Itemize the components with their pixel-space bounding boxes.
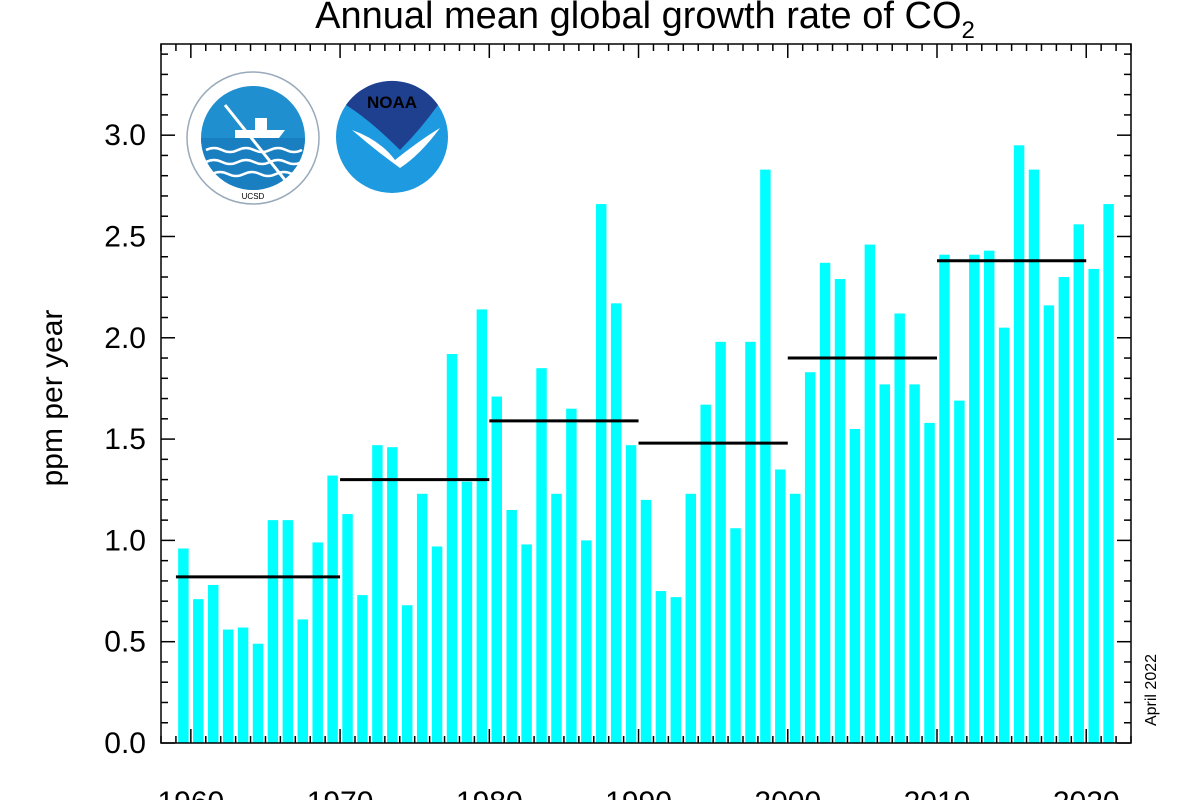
bar-1966 bbox=[282, 520, 294, 743]
bar-2008 bbox=[909, 384, 920, 743]
bar-1980 bbox=[491, 396, 502, 743]
noaa-logo: NOAA bbox=[336, 80, 448, 193]
noaa-logo-text: NOAA bbox=[367, 93, 417, 112]
date-annotation: April 2022 bbox=[1143, 654, 1160, 726]
x-tick-label: 2000 bbox=[754, 786, 821, 800]
y-tick-label: 3.0 bbox=[104, 119, 146, 152]
bar-2017 bbox=[1043, 305, 1055, 743]
bar-2003 bbox=[834, 279, 846, 743]
bar-2004 bbox=[849, 428, 861, 743]
bar-2020 bbox=[1088, 268, 1099, 743]
bar-1996 bbox=[730, 528, 741, 743]
bar-2019 bbox=[1073, 224, 1084, 744]
bar-1990 bbox=[640, 499, 652, 743]
bar-2001 bbox=[804, 372, 816, 743]
bar-1977 bbox=[446, 353, 458, 743]
bar-1983 bbox=[536, 368, 547, 743]
x-tick-label: 1980 bbox=[456, 786, 523, 800]
y-tick-label: 2.5 bbox=[104, 220, 146, 253]
bar-1973 bbox=[387, 447, 398, 743]
bar-1971 bbox=[357, 595, 368, 743]
bar-1999 bbox=[775, 469, 786, 743]
bar-1984 bbox=[551, 493, 562, 743]
bar-1982 bbox=[521, 544, 532, 743]
bar-1969 bbox=[327, 475, 338, 743]
y-tick-label: 0.5 bbox=[104, 626, 146, 659]
bar-2013 bbox=[984, 250, 995, 743]
bar-1992 bbox=[670, 597, 682, 743]
bar-1987 bbox=[596, 204, 607, 744]
bar-2006 bbox=[879, 384, 890, 743]
bar-2011 bbox=[954, 400, 965, 743]
bar-1961 bbox=[208, 584, 219, 743]
bar-1975 bbox=[416, 493, 428, 743]
scripps-logo: UCSD bbox=[186, 71, 320, 205]
bar-1970 bbox=[342, 514, 353, 743]
x-tick-label: 1990 bbox=[605, 786, 672, 800]
bar-2021 bbox=[1103, 204, 1114, 744]
y-tick-label: 1.0 bbox=[104, 524, 146, 557]
x-tick-label: 2010 bbox=[904, 786, 971, 800]
bar-1998 bbox=[760, 169, 771, 744]
bar-1976 bbox=[431, 546, 443, 743]
bar-2014 bbox=[998, 327, 1010, 743]
x-tick-label: 2020 bbox=[1053, 786, 1120, 800]
bar-2012 bbox=[969, 254, 980, 743]
bar-1986 bbox=[581, 540, 592, 743]
bar-2016 bbox=[1028, 169, 1040, 744]
y-tick-label: 1.5 bbox=[104, 423, 146, 456]
bar-1991 bbox=[655, 591, 667, 743]
bar-1960 bbox=[193, 599, 204, 743]
x-tick-label: 1960 bbox=[157, 786, 224, 800]
bar-1963 bbox=[237, 627, 249, 743]
plot-frame bbox=[160, 43, 1132, 744]
bar-1979 bbox=[476, 309, 488, 743]
scripps-logo-text: UCSD bbox=[242, 192, 265, 201]
bar-1997 bbox=[745, 341, 756, 743]
bar-1962 bbox=[222, 629, 234, 743]
bar-2007 bbox=[894, 313, 905, 743]
x-tick-label: 1970 bbox=[307, 786, 374, 800]
bar-2018 bbox=[1058, 277, 1070, 743]
bar-1993 bbox=[685, 493, 696, 743]
bar-2005 bbox=[864, 244, 876, 743]
bar-1995 bbox=[715, 341, 726, 743]
bar-1989 bbox=[625, 445, 637, 743]
bar-1988 bbox=[610, 303, 622, 743]
bar-2010 bbox=[939, 254, 950, 743]
bar-1965 bbox=[267, 520, 279, 743]
bar-2015 bbox=[1013, 145, 1025, 744]
y-axis-label: ppm per year bbox=[36, 310, 69, 487]
bar-1974 bbox=[402, 605, 413, 743]
bar-1972 bbox=[372, 445, 383, 743]
y-tick-label: 2.0 bbox=[104, 322, 146, 355]
y-tick-label: 0.0 bbox=[104, 727, 146, 760]
bar-1967 bbox=[297, 619, 308, 743]
bar-2009 bbox=[924, 422, 935, 743]
bar-2002 bbox=[819, 262, 831, 743]
bar-1985 bbox=[566, 408, 577, 743]
bar-1959 bbox=[178, 548, 189, 743]
bar-1994 bbox=[700, 404, 711, 743]
bar-1968 bbox=[312, 542, 323, 743]
chart-title: Annual mean global growth rate of CO2 bbox=[315, 0, 975, 44]
bar-1981 bbox=[506, 510, 517, 743]
bar-2000 bbox=[790, 493, 801, 743]
bar-1964 bbox=[252, 643, 264, 743]
bar-1978 bbox=[461, 481, 473, 743]
